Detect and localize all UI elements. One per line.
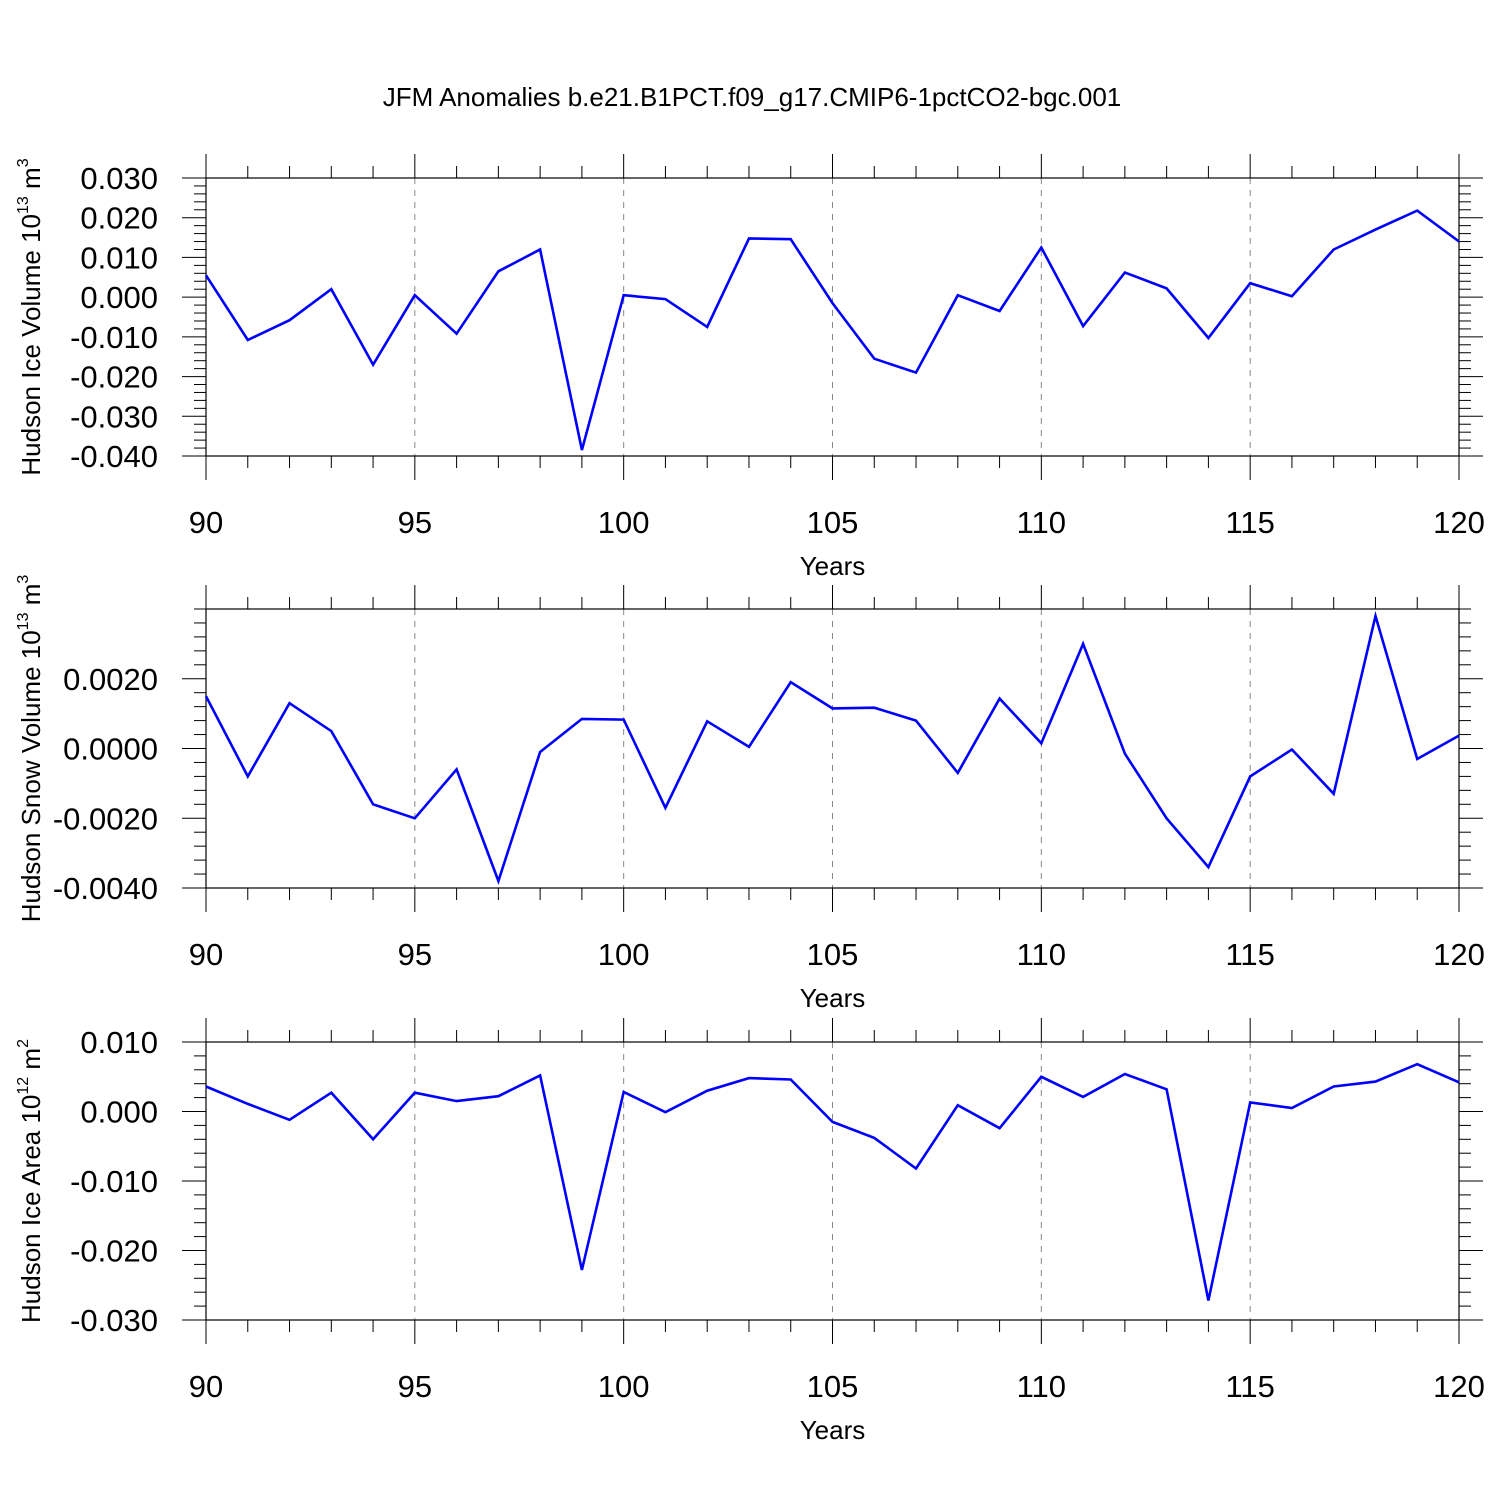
y-axis-title-superscript: 2 [15, 1039, 32, 1048]
x-tick-label: 105 [807, 937, 859, 972]
x-tick-label: 120 [1433, 1369, 1485, 1404]
y-axis-title-text: m [16, 1048, 46, 1077]
y-tick-label: -0.0020 [53, 801, 158, 836]
chart-panels: 90 95 100 105 110 115 120 Years -0.040 -0.030 -0.0… [15, 154, 1485, 1445]
x-tick-label: 90 [189, 1369, 223, 1404]
y-tick-label: -0.010 [70, 1164, 158, 1199]
x-tick-label: 115 [1225, 1369, 1274, 1404]
y-tick-label: 0.030 [80, 161, 158, 196]
x-tick-label: 105 [807, 1369, 859, 1404]
x-tick-label: 95 [398, 937, 432, 972]
y-tick-label: -0.030 [70, 399, 158, 434]
series-line [204, 610, 1460, 885]
x-tick-label: 95 [398, 505, 432, 540]
y-axis-title-text: m [16, 167, 46, 196]
y-axis-title-text: Hudson Snow Volume 10 [16, 630, 46, 922]
chart-panel-3: 90 95 100 105 110 115 120 Years -0.030 -0.020 -0.0… [15, 1018, 1485, 1445]
x-tick-label: 90 [189, 505, 223, 540]
series-line [204, 209, 1460, 451]
y-tick-label: 0.0000 [63, 732, 158, 767]
y-axis-title-text: Hudson Ice Area 10 [16, 1095, 46, 1323]
x-tick-label: 100 [598, 505, 650, 540]
y-tick-label: -0.040 [70, 439, 158, 474]
x-tick-label: 110 [1017, 937, 1066, 972]
y-axis-title-superscript: 12 [15, 1077, 32, 1095]
y-tick-label: -0.020 [70, 360, 158, 395]
y-tick-label: -0.020 [70, 1234, 158, 1269]
x-tick-label: 120 [1433, 505, 1485, 540]
chart-title: JFM Anomalies b.e21.B1PCT.f09_g17.CMIP6-… [383, 82, 1122, 112]
y-tick-label: 0.0020 [63, 662, 158, 697]
y-tick-label: -0.0040 [53, 871, 158, 906]
x-tick-label: 105 [807, 505, 859, 540]
y-axis-title-text: Hudson Ice Volume 10 [16, 214, 46, 476]
y-axis-title-superscript: 3 [15, 158, 32, 167]
chart-panel-2: 90 95 100 105 110 115 120 Years -0.0040 -0.0020 0.… [15, 575, 1485, 1013]
y-tick-label: 0.000 [80, 1095, 158, 1130]
y-tick-label: -0.010 [70, 320, 158, 355]
y-tick-label: 0.010 [80, 240, 158, 275]
y-axis-title-superscript: 3 [15, 575, 32, 584]
x-tick-label: 110 [1017, 1369, 1066, 1404]
x-tick-label: 100 [598, 1369, 650, 1404]
series-line [205, 1062, 1460, 1301]
x-axis-title: Years [800, 983, 866, 1013]
x-tick-label: 90 [189, 937, 223, 972]
x-tick-label: 100 [598, 937, 650, 972]
chart-panel-1: 90 95 100 105 110 115 120 Years -0.040 -0.030 -0.0… [15, 154, 1485, 581]
x-tick-label: 95 [398, 1369, 432, 1404]
x-axis-title: Years [800, 1415, 866, 1445]
x-tick-label: 115 [1225, 505, 1274, 540]
y-axis-title-superscript: 13 [15, 612, 32, 630]
y-axis-title-superscript: 13 [15, 196, 32, 214]
y-tick-label: 0.010 [80, 1025, 158, 1060]
y-axis-title: Hudson Ice Area 1012 m2 [15, 1039, 46, 1323]
x-tick-label: 115 [1225, 937, 1274, 972]
y-tick-label: 0.020 [80, 201, 158, 236]
y-axis-title-text: m [16, 584, 46, 613]
x-tick-label: 110 [1017, 505, 1066, 540]
x-axis-title: Years [800, 551, 866, 581]
y-tick-label: -0.030 [70, 1303, 158, 1338]
y-tick-label: 0.000 [80, 280, 158, 315]
y-axis-title: Hudson Snow Volume 1013 m3 [15, 575, 46, 923]
y-axis-title: Hudson Ice Volume 1013 m3 [15, 158, 46, 475]
x-tick-label: 120 [1433, 937, 1485, 972]
